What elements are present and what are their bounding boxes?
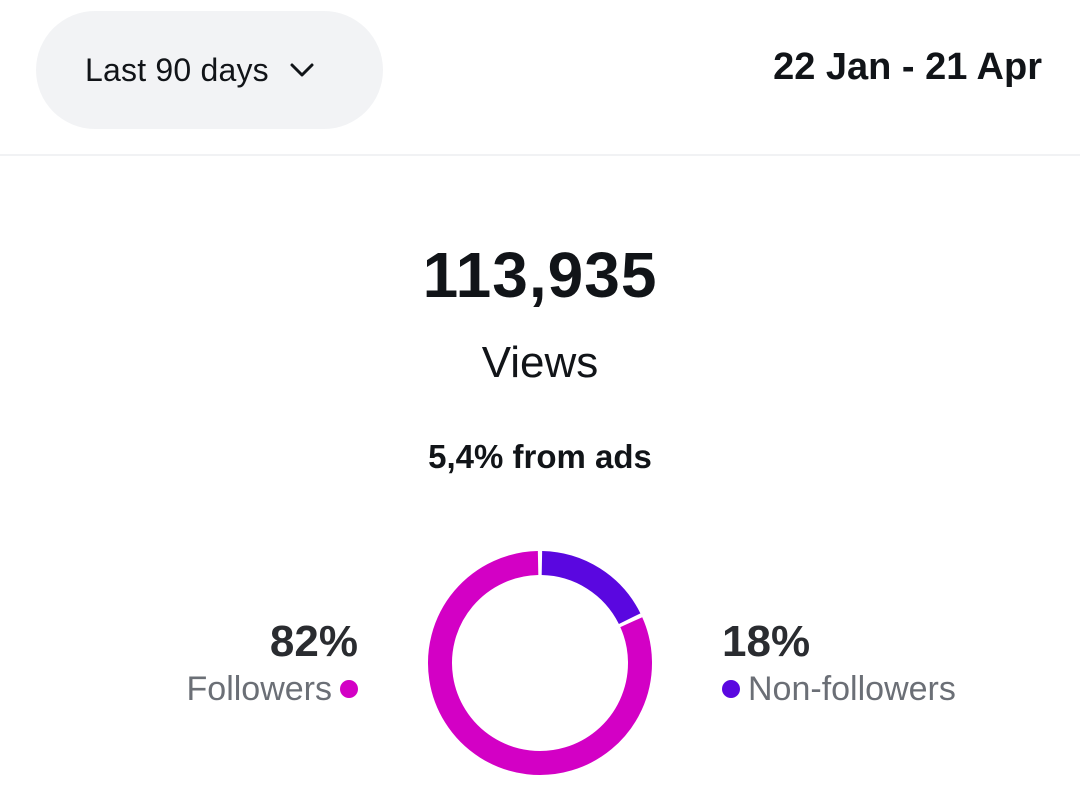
followers-label: Followers <box>186 670 332 708</box>
non-followers-percent: 18% <box>722 617 811 666</box>
total-views: 113,935 <box>422 239 658 311</box>
non-followers-legend-row: Non-followers <box>722 668 956 710</box>
slice-non-followers <box>541 551 641 625</box>
non-followers-label: Non-followers <box>748 670 956 708</box>
followers-legend-dot <box>340 680 358 698</box>
non-followers-legend-dot <box>722 680 740 698</box>
date-range-text: 22 Jan - 21 Apr <box>773 46 1042 88</box>
header: Last 90 days 22 Jan - 21 Apr <box>0 0 1080 156</box>
legend-non-followers: 18% Non-followers <box>722 616 956 710</box>
date-range-dropdown[interactable]: Last 90 days <box>36 11 383 129</box>
legend-followers: 82% Followers <box>187 616 358 710</box>
slice-followers <box>428 551 652 775</box>
followers-percent: 82% <box>269 617 358 666</box>
date-range-dropdown-label: Last 90 days <box>85 51 269 88</box>
metric-label: Views <box>481 338 599 387</box>
audience-donut-chart <box>428 551 652 775</box>
ads-percentage-note: 5,4% from ads <box>428 438 652 475</box>
followers-legend-row: Followers <box>187 668 358 710</box>
chevron-down-icon <box>290 63 314 77</box>
